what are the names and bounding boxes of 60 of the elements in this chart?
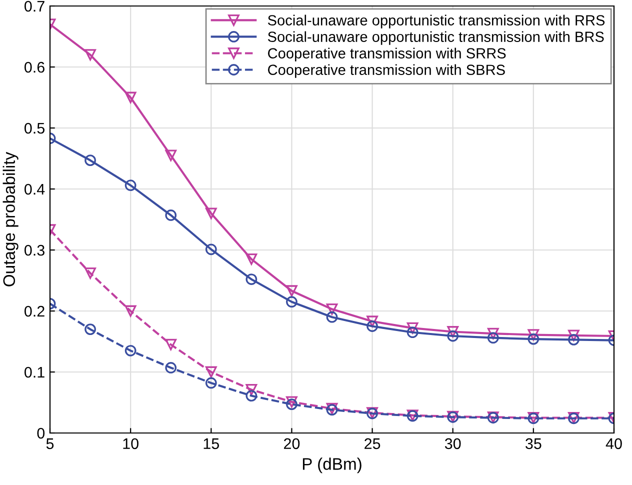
y-tick-label: 0.6 — [24, 62, 44, 73]
point — [286, 398, 298, 410]
legend-label: Social-unaware opportunistic transmission with BRS — [268, 31, 604, 45]
point — [447, 326, 459, 338]
point — [124, 180, 136, 192]
point — [205, 208, 217, 220]
point — [165, 150, 177, 162]
point — [84, 154, 96, 166]
point — [165, 362, 177, 374]
point — [366, 320, 378, 332]
point — [124, 344, 136, 356]
point — [286, 396, 298, 408]
point — [205, 377, 217, 389]
point — [246, 390, 258, 402]
y-tick-label: 0.3 — [24, 244, 44, 256]
x-tick-label: 20 — [284, 438, 300, 450]
x-tick-label: 25 — [364, 438, 380, 450]
point — [326, 311, 338, 323]
point — [487, 328, 499, 340]
y-tick-label: 0.5 — [24, 122, 44, 134]
x-tick-label: 30 — [444, 438, 461, 450]
y-tick-label: 0.1 — [24, 366, 44, 378]
point — [84, 49, 96, 60]
x-tick-label: 40 — [606, 438, 622, 450]
x-tick-label: 5 — [46, 438, 54, 450]
point — [246, 253, 258, 265]
x-tick-label: 35 — [526, 438, 542, 450]
point — [84, 267, 96, 279]
point — [406, 326, 418, 338]
point — [246, 384, 258, 396]
point — [124, 92, 136, 104]
point — [205, 366, 217, 378]
y-axis-title: Outage probability — [2, 152, 18, 286]
x-axis-title: P (dBm) — [302, 458, 362, 474]
point — [165, 210, 177, 221]
y-tick-label: 0.2 — [24, 306, 44, 317]
y-tick-label: 0 — [37, 428, 45, 439]
point — [165, 338, 177, 350]
point — [84, 324, 96, 335]
point — [366, 316, 378, 328]
x-tick-label: 10 — [123, 438, 138, 450]
point — [406, 322, 418, 334]
point — [326, 303, 338, 315]
point — [528, 333, 540, 345]
point — [286, 285, 298, 297]
point — [568, 334, 580, 346]
legend-label: Cooperative transmission with SBRS — [268, 64, 505, 78]
point — [205, 244, 217, 256]
point — [487, 332, 499, 344]
point — [286, 296, 298, 308]
point — [528, 329, 540, 340]
point — [447, 330, 459, 342]
x-tick-label: 15 — [204, 438, 219, 450]
y-tick-label: 0.4 — [24, 184, 45, 195]
legend-label: Social-unaware opportunistic transmission with RRS — [268, 14, 605, 28]
legend-label: Cooperative transmission with SRRS — [268, 48, 506, 62]
point — [568, 330, 580, 342]
point — [246, 274, 258, 285]
y-tick-label: 0.7 — [24, 0, 44, 12]
point — [124, 305, 136, 317]
